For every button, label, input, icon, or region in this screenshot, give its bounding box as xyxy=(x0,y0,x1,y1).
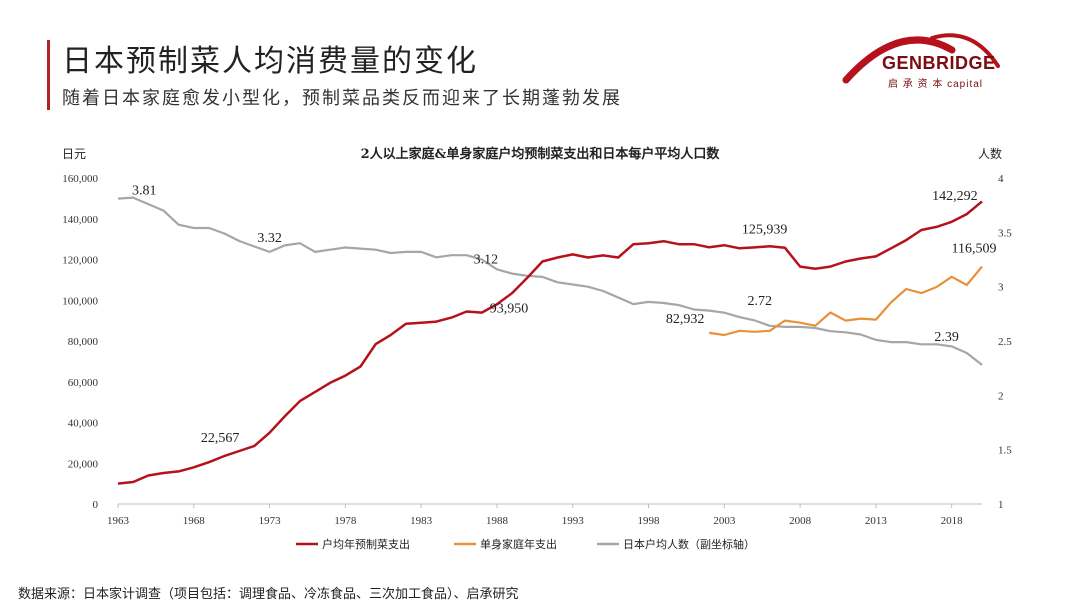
data-label: 3.12 xyxy=(474,253,499,268)
right-axis-tick-label: 1.5 xyxy=(998,445,1012,457)
right-axis-tick-label: 2.5 xyxy=(998,336,1012,348)
left-axis-tick-label: 140,000 xyxy=(62,214,98,226)
left-axis-tick-label: 60,000 xyxy=(68,377,99,389)
x-axis-tick-label: 2008 xyxy=(789,515,812,527)
x-axis-tick-label: 1963 xyxy=(107,515,130,527)
legend-label: 日本户均人数（副坐标轴） xyxy=(623,537,755,551)
data-label: 22,567 xyxy=(201,431,240,446)
x-axis-tick-label: 1978 xyxy=(334,515,357,527)
x-axis-tick-label: 1983 xyxy=(410,515,433,527)
data-label: 142,292 xyxy=(932,189,978,204)
right-axis-tick-label: 4 xyxy=(998,173,1004,185)
right-axis-tick-label: 3 xyxy=(998,282,1004,294)
x-axis-tick-label: 2003 xyxy=(713,515,736,527)
right-axis-unit-label: 人数 xyxy=(978,146,1002,161)
data-label: 2.39 xyxy=(934,330,959,345)
x-axis-tick-label: 1998 xyxy=(638,515,661,527)
data-source-note: 数据来源：日本家计调查（项目包括：调理食品、冷冻食品、三次加工食品）、启承研究 xyxy=(18,587,519,602)
legend-label: 户均年预制菜支出 xyxy=(322,537,410,551)
chart: 2人以上家庭&单身家庭户均预制菜支出和日本每户平均人口数 日元 人数 0 20,000 4… xyxy=(62,146,1012,551)
data-label: 125,939 xyxy=(742,222,788,237)
left-axis-tick-label: 120,000 xyxy=(62,255,98,267)
page-title: 日本预制菜人均消费量的变化 xyxy=(62,44,478,79)
x-axis-tick-label: 1988 xyxy=(486,515,509,527)
data-label: 3.81 xyxy=(132,184,157,199)
x-axis-tick-label: 1973 xyxy=(259,515,282,527)
left-axis-tick-label: 40,000 xyxy=(68,418,99,430)
legend-label: 单身家庭年支出 xyxy=(480,537,557,551)
left-axis-tick-label: 0 xyxy=(93,499,99,511)
left-axis-tick-label: 160,000 xyxy=(62,173,98,185)
chart-title: 2人以上家庭&单身家庭户均预制菜支出和日本每户平均人口数 xyxy=(361,146,721,162)
series-line-2 xyxy=(117,196,983,366)
logo-subtext: 启 承 资 本 capital xyxy=(888,79,984,90)
right-axis-tick-label: 1 xyxy=(998,499,1004,511)
logo-wordmark: GENBRIDGE xyxy=(882,53,996,73)
x-axis-tick-label: 2018 xyxy=(941,515,964,527)
right-axis-tick-label: 3.5 xyxy=(998,227,1012,239)
data-label: 2.72 xyxy=(747,294,772,309)
data-label: 93,950 xyxy=(490,302,528,317)
data-label: 82,932 xyxy=(666,312,705,327)
title-accent-bar xyxy=(47,40,50,110)
x-axis-tick-label: 2013 xyxy=(865,515,888,527)
x-axis-tick-label: 1968 xyxy=(183,515,206,527)
left-axis-unit-label: 日元 xyxy=(62,147,86,161)
left-axis-tick-label: 80,000 xyxy=(68,336,99,348)
data-label: 3.32 xyxy=(257,231,282,246)
series-line-0 xyxy=(117,200,983,485)
series-line-1 xyxy=(709,265,983,337)
right-axis-tick-label: 2 xyxy=(998,390,1004,402)
left-axis-tick-label: 100,000 xyxy=(62,295,98,307)
left-axis-tick-label: 20,000 xyxy=(68,458,99,470)
data-label: 116,509 xyxy=(952,242,997,257)
genbridge-logo-arc-icon xyxy=(842,33,1000,84)
x-axis-tick-label: 1993 xyxy=(562,515,585,527)
page-subtitle: 随着日本家庭愈发小型化，预制菜品类反而迎来了长期蓬勃发展 xyxy=(62,88,622,109)
